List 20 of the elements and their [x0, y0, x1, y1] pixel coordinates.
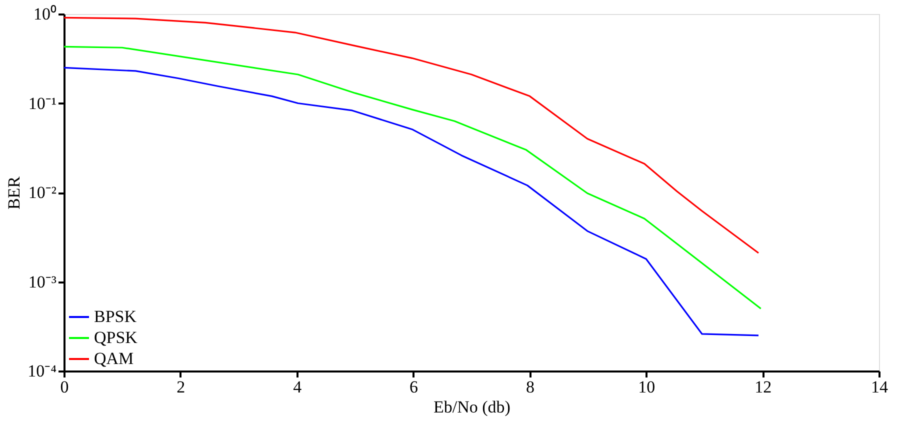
- x-tick-label: 12: [754, 378, 772, 396]
- y-tick-label: 10⁻²: [28, 183, 56, 202]
- legend-label: BPSK: [94, 307, 138, 326]
- x-tick-label: 14: [871, 378, 888, 396]
- y-tick-label: 10⁻³: [28, 272, 56, 292]
- x-tick-label: 8: [526, 378, 534, 396]
- y-tick-label: 10⁻⁴: [28, 362, 57, 380]
- y-tick-label: 10⁰: [34, 4, 56, 24]
- x-tick-label: 2: [176, 378, 186, 396]
- y-tick-label: 10⁻¹: [28, 94, 56, 113]
- y-axis-title: BER: [4, 176, 24, 210]
- x-tick-label: 6: [410, 378, 418, 396]
- line-series: [63, 46, 762, 310]
- legend-label: QPSK: [94, 328, 138, 347]
- line-series: [63, 16, 760, 254]
- x-tick-label: 4: [293, 378, 302, 396]
- x-tick-label: 0: [60, 378, 69, 396]
- x-tick-label: 10: [638, 378, 656, 396]
- legend-label: QAM: [94, 349, 134, 368]
- x-axis-title: Eb/No (db): [434, 398, 510, 416]
